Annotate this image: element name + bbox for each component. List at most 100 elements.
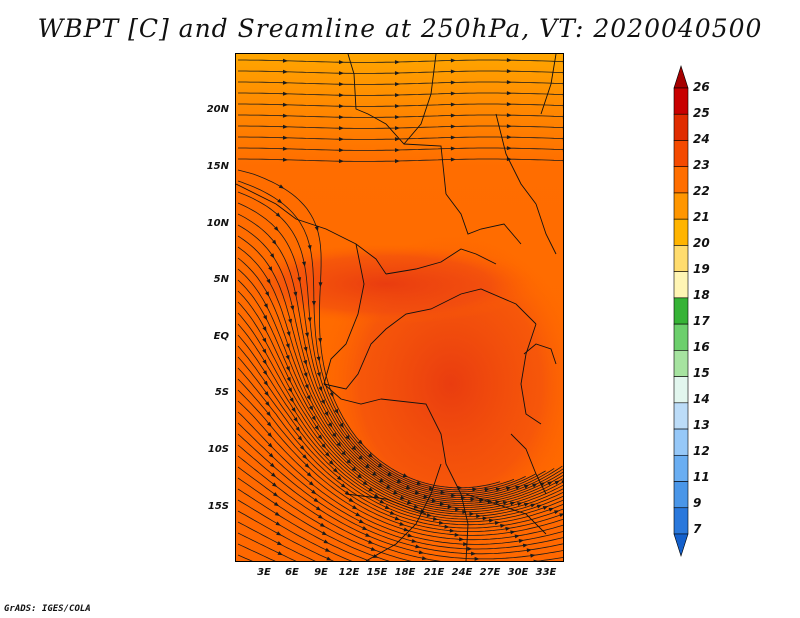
streamlines	[237, 58, 563, 561]
streamline-arrow	[282, 157, 288, 162]
colorbar-segment	[673, 350, 689, 377]
streamline-arrow	[514, 534, 520, 539]
lon-label-12e: 12E	[338, 567, 360, 578]
streamline-arrow	[338, 93, 344, 98]
streamline-arrow	[450, 146, 456, 151]
streamline-arrow	[463, 542, 469, 547]
streamline-arrow	[285, 366, 290, 372]
streamline-arrow	[526, 548, 532, 553]
lat-label-10s: 10S	[207, 444, 229, 455]
streamline-arrow	[341, 450, 347, 456]
streamline-arrow	[379, 499, 385, 504]
streamline-arrow	[494, 521, 500, 526]
streamline-arrow	[384, 505, 391, 509]
streamline-arrow	[394, 115, 400, 120]
streamline	[237, 202, 537, 495]
streamline-arrow	[326, 556, 332, 561]
streamline-arrow	[407, 533, 413, 538]
colorbar-segment	[673, 454, 689, 482]
streamline-arrow	[505, 526, 511, 531]
streamline-arrow	[304, 384, 309, 390]
streamline-arrow	[288, 318, 292, 325]
streamline-arrow	[413, 504, 420, 509]
streamline-arrow	[561, 479, 563, 485]
streamline-arrow	[406, 500, 413, 505]
streamline	[237, 499, 353, 561]
streamline-arrow	[450, 157, 456, 162]
streamline-arrow	[351, 466, 357, 472]
streamline-arrow	[357, 474, 363, 479]
streamline-arrow	[262, 359, 267, 365]
streamline-arrow	[372, 471, 378, 477]
streamline-arrow	[321, 443, 327, 449]
streamline-arrow	[394, 137, 400, 142]
streamline-arrow	[282, 58, 288, 63]
streamline-arrow	[394, 82, 400, 87]
streamline-arrow	[297, 435, 303, 442]
streamline	[237, 488, 371, 561]
streamline-arrow	[262, 348, 267, 355]
colorbar-label-26: 26	[693, 80, 710, 94]
streamline-arrow	[352, 505, 358, 510]
streamline-arrow	[370, 546, 377, 551]
lat-label-15s: 15S	[207, 501, 229, 512]
streamline	[237, 323, 563, 517]
streamline-arrow	[515, 485, 521, 490]
streamline-arrow	[277, 551, 283, 556]
country-borders	[236, 54, 557, 561]
streamline-arrow	[314, 425, 320, 431]
streamline-arrow	[530, 503, 536, 508]
streamline	[238, 103, 563, 107]
streamline-arrow	[506, 124, 512, 129]
streamline-arrow	[510, 501, 516, 506]
streamline-arrow	[488, 518, 495, 523]
streamline-arrow	[293, 417, 298, 423]
streamline	[237, 246, 563, 502]
streamline-arrow	[416, 481, 422, 485]
streamline-arrow	[396, 479, 403, 483]
streamline-arrow	[523, 484, 530, 489]
streamline-arrow	[274, 511, 281, 517]
streamline	[238, 158, 563, 162]
streamline-arrow	[536, 504, 543, 509]
streamline-arrow	[282, 124, 288, 129]
streamline	[237, 543, 276, 561]
streamline-arrow	[263, 315, 268, 321]
colorbar-segment	[673, 428, 689, 456]
streamline-arrow	[276, 541, 283, 546]
lat-label-5s: 5S	[214, 387, 229, 398]
streamline	[237, 279, 563, 508]
streamline-arrow	[482, 516, 488, 521]
streamline-arrow	[325, 547, 331, 552]
streamline-arrow	[317, 514, 324, 519]
streamline	[237, 257, 563, 504]
lon-label-6e: 6E	[285, 567, 299, 578]
streamline-arrow	[308, 481, 315, 486]
streamline	[237, 367, 563, 529]
streamline-arrow	[469, 512, 475, 517]
streamline-arrow	[273, 501, 280, 507]
streamline-arrow	[358, 519, 365, 524]
streamline-arrow	[431, 498, 437, 503]
streamline-arrow	[311, 415, 316, 421]
colorbar-label-14: 14	[693, 392, 710, 406]
streamline-arrow	[282, 91, 288, 96]
colorbar-segment	[673, 323, 689, 351]
streamline-arrow	[368, 453, 374, 458]
streamline-arrow	[547, 481, 553, 486]
colorbar-bottom-arrow	[673, 533, 689, 557]
streamline-arrow	[297, 277, 302, 283]
streamline-arrow	[450, 102, 456, 107]
streamline-arrow	[302, 454, 308, 460]
streamline-arrow	[340, 483, 347, 488]
colorbar-label-18: 18	[693, 288, 710, 302]
streamline-arrow	[338, 60, 344, 65]
streamline-arrow	[444, 524, 450, 529]
lat-label-10n: 10N	[206, 218, 229, 229]
lon-label-30e: 30E	[507, 567, 529, 578]
colorbar-label-11: 11	[693, 470, 710, 484]
streamline-arrow	[307, 244, 312, 251]
streamline	[238, 92, 563, 96]
streamline-arrow	[337, 475, 343, 481]
colorbar-segment	[673, 507, 689, 535]
